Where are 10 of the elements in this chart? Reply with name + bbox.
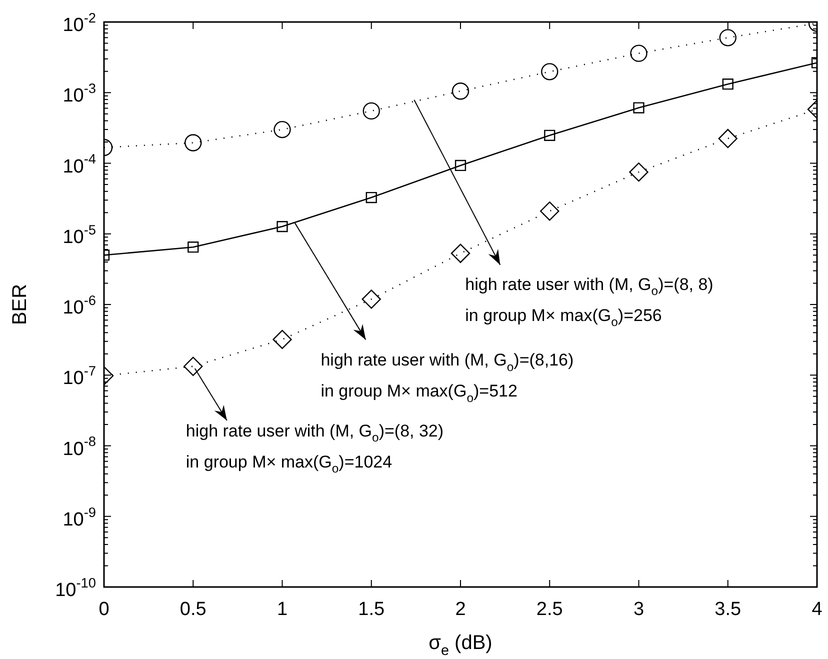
x-tick-label: 0 [98, 599, 110, 620]
x-tick-label: 0.5 [180, 599, 206, 620]
x-tick-label: 4 [812, 599, 823, 620]
x-tick-label: 2.5 [536, 599, 563, 620]
x-tick-label: 1.5 [358, 599, 385, 620]
x-tick-label: 3.5 [714, 599, 742, 620]
x-tick-label: 1 [276, 599, 288, 620]
y-axis-title: BER [9, 284, 31, 326]
x-tick-label: 2 [455, 599, 466, 620]
x-tick-label: 3 [633, 599, 644, 620]
